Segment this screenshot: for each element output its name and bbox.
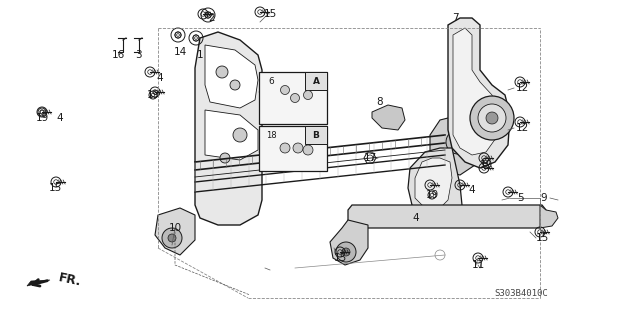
Text: 12: 12	[515, 83, 529, 93]
Bar	[259, 72, 327, 124]
Text: FR.: FR.	[57, 271, 83, 289]
Bar	[259, 126, 327, 171]
Circle shape	[168, 234, 176, 242]
Polygon shape	[330, 220, 368, 265]
Text: 19: 19	[35, 113, 49, 123]
Text: 2: 2	[209, 13, 215, 23]
Circle shape	[230, 80, 240, 90]
Text: 15: 15	[536, 233, 548, 243]
Text: 5: 5	[516, 193, 524, 203]
Polygon shape	[155, 208, 195, 255]
Circle shape	[216, 66, 228, 78]
Text: 6: 6	[268, 78, 274, 86]
Text: 3: 3	[134, 50, 141, 60]
Text: 4: 4	[468, 185, 476, 195]
Text: 16: 16	[111, 50, 125, 60]
Text: 4: 4	[413, 213, 419, 223]
Circle shape	[280, 85, 289, 94]
Circle shape	[303, 91, 312, 100]
Circle shape	[478, 104, 506, 132]
Text: 19: 19	[479, 160, 493, 170]
Text: 12: 12	[515, 123, 529, 133]
Polygon shape	[372, 105, 405, 130]
Circle shape	[280, 143, 290, 153]
Circle shape	[446, 130, 470, 154]
Text: 4: 4	[157, 73, 163, 83]
Circle shape	[220, 153, 230, 163]
Text: 19: 19	[147, 90, 159, 100]
Text: 15: 15	[264, 9, 276, 19]
Polygon shape	[408, 148, 462, 218]
Polygon shape	[348, 205, 546, 228]
Text: 11: 11	[472, 260, 484, 270]
Polygon shape	[205, 45, 258, 108]
Polygon shape	[430, 115, 480, 175]
Circle shape	[486, 112, 498, 124]
Circle shape	[303, 145, 313, 155]
Circle shape	[162, 228, 182, 248]
Polygon shape	[27, 280, 50, 286]
Text: S303B4010C: S303B4010C	[494, 289, 548, 298]
Circle shape	[233, 128, 247, 142]
Text: 15: 15	[333, 253, 347, 263]
Bar	[305, 72, 327, 90]
Text: 10: 10	[168, 223, 182, 233]
Circle shape	[470, 96, 514, 140]
Polygon shape	[195, 32, 262, 225]
Text: 1: 1	[196, 50, 204, 60]
Circle shape	[291, 93, 300, 102]
Polygon shape	[415, 158, 452, 210]
Text: 6: 6	[269, 83, 276, 93]
Polygon shape	[448, 18, 510, 168]
Text: B: B	[312, 131, 319, 140]
Polygon shape	[205, 110, 258, 160]
Text: 9: 9	[541, 193, 547, 203]
Circle shape	[342, 248, 350, 256]
Text: 4: 4	[57, 113, 63, 123]
Text: 18: 18	[264, 143, 278, 153]
Text: 8: 8	[377, 97, 383, 107]
Text: 18: 18	[266, 131, 276, 140]
Circle shape	[336, 242, 356, 262]
Text: 14: 14	[173, 47, 187, 57]
Bar	[305, 126, 327, 144]
Text: 17: 17	[364, 153, 376, 163]
Text: 19: 19	[426, 190, 438, 200]
Polygon shape	[540, 205, 558, 228]
Polygon shape	[453, 28, 498, 155]
Text: A: A	[312, 78, 319, 86]
Circle shape	[293, 143, 303, 153]
Text: 15: 15	[49, 183, 61, 193]
Text: 7: 7	[452, 13, 458, 23]
